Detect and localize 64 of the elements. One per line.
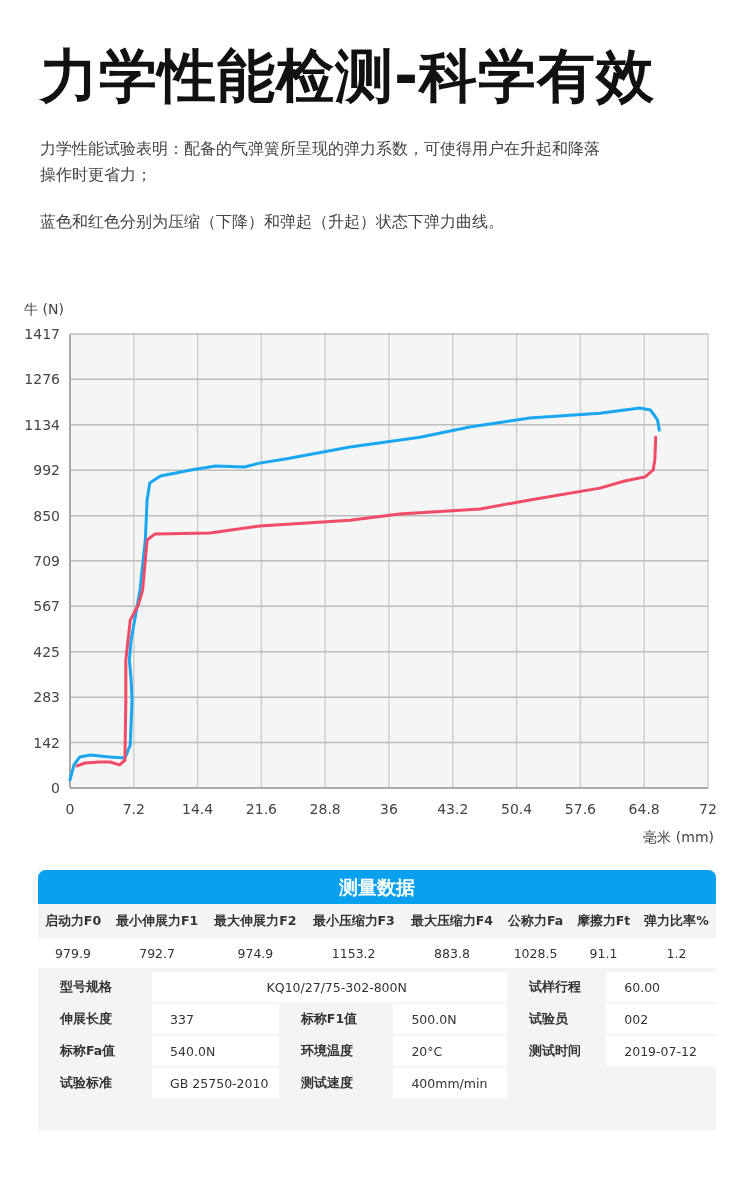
- text: 20°C: [393, 1036, 508, 1066]
- x-tick-label: 21.6: [245, 801, 278, 817]
- y-tick-label: 709: [33, 552, 60, 569]
- text: 540.0N: [152, 1036, 279, 1066]
- text: 002: [606, 1004, 716, 1034]
- text: 1153.2: [304, 938, 403, 968]
- text: 型号规格: [38, 972, 153, 1002]
- text: 最大伸展力F2: [206, 906, 305, 936]
- text: 337: [152, 1004, 279, 1034]
- text: 标称F1值: [278, 1004, 394, 1034]
- x-tick-label: 43.2: [437, 801, 469, 817]
- text: 最大压缩力F4: [402, 906, 502, 936]
- chart-subtitle: 力学性能试验表明：配备的气弹簧所呈现的弹力系数，可使得用户在升起和降落操作时更省力；: [40, 138, 600, 186]
- y-tick-label: 142: [33, 734, 60, 751]
- text: 测试时间: [507, 1036, 607, 1066]
- text: 伸展长度: [38, 1004, 153, 1034]
- y-tick-label: 1276: [24, 371, 61, 388]
- y-tick-label: 992: [33, 462, 60, 479]
- text: 弹力比率%: [636, 906, 716, 936]
- text: 60.00: [606, 972, 716, 1002]
- text: 摩擦力Ft: [569, 906, 637, 936]
- text: 启动力F0: [38, 906, 108, 936]
- x-tick-label: 36: [380, 801, 398, 817]
- text: GB 25750-2010: [152, 1068, 279, 1098]
- text: 2019-07-12: [606, 1036, 716, 1066]
- x-tick-label: 14.4: [182, 801, 214, 817]
- text: 974.9: [206, 938, 305, 968]
- text: 环境温度: [278, 1036, 394, 1066]
- y-tick-label: 0: [51, 780, 60, 796]
- text: 979.9: [38, 938, 108, 968]
- text: 792.7: [107, 938, 207, 968]
- text: 最小伸展力F1: [107, 906, 207, 936]
- text: 试验标准: [38, 1068, 153, 1098]
- text: 蓝色和红色分别为压缩（下降）和弹起（升起）状态下弹力曲线。: [40, 212, 504, 233]
- x-tick-label: 50.4: [501, 801, 533, 817]
- y-tick-label: 425: [33, 643, 60, 660]
- text: 883.8: [402, 938, 502, 968]
- text: 公称力Fa: [501, 906, 570, 936]
- x-tick-label: 72: [699, 801, 717, 817]
- text: 500.0N: [393, 1004, 508, 1034]
- x-tick-label: 0: [65, 801, 75, 817]
- y-tick-label: 1134: [24, 416, 61, 433]
- text: 试验员: [507, 1004, 607, 1034]
- text: 试样行程: [507, 972, 607, 1002]
- text: 91.1: [569, 938, 637, 968]
- y-tick-label: 850: [33, 507, 60, 524]
- y-tick-label: 283: [33, 689, 60, 706]
- x-tick-label: 57.6: [564, 801, 597, 817]
- text: 测试速度: [278, 1068, 394, 1098]
- text: 测量数据: [38, 870, 716, 904]
- text: 1.2: [636, 938, 716, 968]
- x-axis-title: 毫米 (mm): [643, 829, 714, 845]
- chart-title: 力学性能检测-科学有效: [40, 41, 656, 112]
- y-axis-title: 牛 (N): [24, 301, 64, 317]
- x-tick-label: 7.2: [122, 801, 145, 817]
- y-tick-label: 1417: [24, 326, 60, 342]
- text: 最小压缩力F3: [304, 906, 403, 936]
- text: 1028.5: [501, 938, 570, 968]
- y-tick-label: 567: [33, 598, 60, 615]
- x-tick-label: 64.8: [628, 801, 660, 817]
- text: 400mm/min: [393, 1068, 508, 1098]
- text: 标称Fa值: [38, 1036, 153, 1066]
- x-tick-label: 28.8: [309, 801, 341, 817]
- text: KQ10/27/75-302-800N: [152, 972, 508, 1002]
